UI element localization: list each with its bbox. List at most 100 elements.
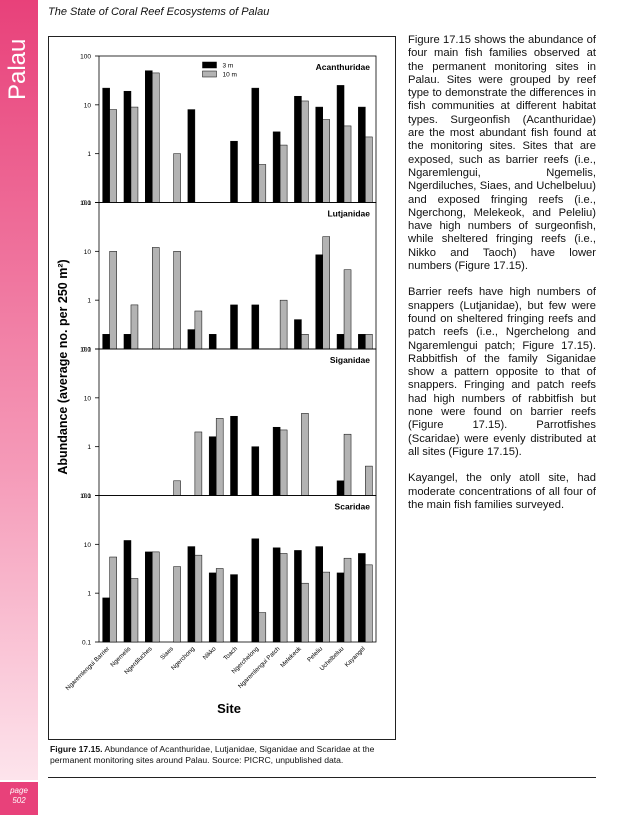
bar xyxy=(173,153,181,203)
footer-rule xyxy=(48,777,596,778)
y-axis-label: Abundance (average no. per 250 m²) xyxy=(56,259,70,474)
bar xyxy=(294,319,302,350)
bar xyxy=(301,100,309,203)
bar xyxy=(251,446,260,496)
page-number-box: page 502 xyxy=(0,782,38,815)
bar xyxy=(322,119,330,203)
bar xyxy=(258,164,267,203)
bar xyxy=(187,329,196,350)
bar xyxy=(145,551,153,643)
x-tick-label: Nikko xyxy=(202,645,218,661)
x-tick-label: Ngerchong xyxy=(170,645,197,672)
bar xyxy=(109,251,117,350)
sidebar-label: Palau xyxy=(4,38,31,100)
bar xyxy=(336,85,345,203)
sidebar: Palau xyxy=(0,0,38,780)
bar xyxy=(251,538,260,643)
bar xyxy=(272,547,281,643)
bar xyxy=(152,72,160,203)
x-tick-label: Kayangel xyxy=(344,645,367,668)
legend-label: 3 m xyxy=(223,63,234,70)
bar xyxy=(152,551,160,643)
paragraph: Kayangel, the only atoll site, had moder… xyxy=(408,472,596,511)
bar xyxy=(279,299,288,350)
page-word: page xyxy=(10,786,28,795)
bar xyxy=(343,557,352,643)
bar xyxy=(173,566,181,643)
bar xyxy=(102,597,110,643)
bar xyxy=(194,554,203,643)
x-tick-label: Toach xyxy=(222,645,239,662)
y-tick-label: 1 xyxy=(87,591,91,598)
bar xyxy=(294,95,302,203)
bar xyxy=(194,310,203,350)
bar xyxy=(301,334,309,350)
y-tick-label: 10 xyxy=(84,395,92,402)
running-header: The State of Coral Reef Ecosystems of Pa… xyxy=(48,6,270,18)
bar xyxy=(365,564,373,643)
y-tick-label: 10 xyxy=(84,249,92,256)
bar xyxy=(208,334,217,350)
bar xyxy=(173,480,181,496)
bar xyxy=(130,304,139,350)
bar xyxy=(109,556,117,643)
bar xyxy=(123,90,132,203)
y-tick-label: 100 xyxy=(80,347,91,354)
bar xyxy=(145,70,153,203)
x-tick-label: Peleliu xyxy=(306,645,324,663)
bar xyxy=(251,304,260,350)
panel-title: Siganidae xyxy=(330,355,370,365)
bar xyxy=(130,106,139,203)
bar xyxy=(322,236,330,350)
bar xyxy=(230,304,238,350)
bar xyxy=(272,131,281,203)
caption-text: Abundance of Acanthuridae, Lutjanidae, S… xyxy=(50,744,375,765)
bar xyxy=(230,574,238,643)
x-axis-label: Site xyxy=(217,701,241,716)
panel-title: Scaridae xyxy=(335,502,371,512)
panel-title: Acanthuridae xyxy=(316,62,371,72)
bar xyxy=(301,413,309,496)
y-tick-label: 100 xyxy=(80,200,91,207)
bar xyxy=(123,540,132,643)
bar xyxy=(315,254,323,350)
bar xyxy=(251,87,260,203)
y-tick-label: 0.1 xyxy=(82,347,91,354)
bar xyxy=(343,269,352,350)
bar xyxy=(322,571,330,643)
y-tick-label: 0.1 xyxy=(82,493,91,500)
panel-title: Lutjanidae xyxy=(327,209,370,219)
paragraph: Figure 17.15 shows the abundance of four… xyxy=(408,34,596,273)
bar xyxy=(187,546,196,643)
legend-swatch xyxy=(202,61,217,69)
bar xyxy=(123,334,132,350)
y-tick-label: 100 xyxy=(80,54,91,61)
x-tick-label: Ngaremlengui Barrier xyxy=(65,645,112,692)
bar xyxy=(208,572,217,643)
y-tick-label: 1 xyxy=(87,298,91,305)
bar xyxy=(336,572,345,643)
y-tick-label: 1 xyxy=(87,444,91,451)
bar xyxy=(315,546,323,643)
y-tick-label: 10 xyxy=(84,102,92,109)
bar xyxy=(230,415,238,496)
bar xyxy=(102,334,110,350)
bar xyxy=(365,465,373,496)
bar xyxy=(152,247,160,350)
bar xyxy=(215,568,224,643)
bar xyxy=(365,334,373,350)
y-tick-label: 10 xyxy=(84,542,92,549)
bar xyxy=(230,140,238,203)
x-tick-label: Melekeok xyxy=(279,645,303,669)
bar xyxy=(102,87,110,203)
bar xyxy=(358,106,366,203)
bar xyxy=(279,144,288,203)
x-tick-label: Ngaremlengui Patch xyxy=(237,645,282,690)
y-tick-label: 100 xyxy=(80,493,91,500)
y-tick-label: 0.1 xyxy=(82,200,91,207)
bar xyxy=(130,578,139,643)
bar xyxy=(173,251,181,350)
bar xyxy=(358,334,366,350)
bar xyxy=(365,136,373,203)
